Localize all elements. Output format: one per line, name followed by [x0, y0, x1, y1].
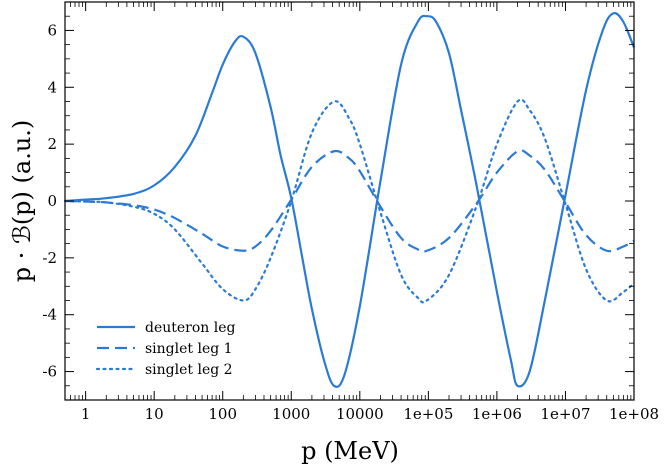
x-tick-label: 1e+08 — [609, 405, 659, 423]
x-axis-label: p (MeV) — [301, 437, 399, 465]
y-tick-label: -2 — [42, 249, 57, 267]
legend-label-1: deuteron leg — [145, 320, 236, 336]
x-tick-label: 1e+05 — [403, 405, 453, 423]
tick-labels: 1 10 100 1000 10000 1e+05 1e+06 1e+07 1e+08 6 4 2 0 -… — [42, 21, 659, 423]
x-tick-label: 10 — [145, 405, 164, 423]
series-line-1 — [64, 12, 636, 388]
y-tick-label: 4 — [47, 78, 57, 96]
y-axis-label: p · ℬ(p) (a.u.) — [8, 120, 36, 283]
x-tick-label: 1 — [81, 405, 91, 423]
y-tick-label: -4 — [42, 306, 57, 324]
legend-label-3: singlet leg 2 — [145, 362, 233, 378]
x-tick-label: 1e+06 — [472, 405, 522, 423]
x-tick-label: 100 — [208, 405, 237, 423]
x-tick-label: 10000 — [336, 405, 384, 423]
x-tick-label: 1000 — [272, 405, 310, 423]
y-tick-label: 2 — [47, 135, 57, 153]
plot-lines — [63, 12, 636, 388]
series-line-2 — [64, 149, 635, 253]
legend-label-2: singlet leg 1 — [145, 341, 233, 357]
y-tick-label: -6 — [42, 363, 57, 381]
axis-ticks — [64, 1, 635, 401]
series-line-3 — [63, 98, 636, 304]
y-tick-label: 0 — [47, 192, 57, 210]
legend: deuteron leg singlet leg 1 singlet leg 2 — [95, 320, 236, 378]
x-tick-label: 1e+07 — [540, 405, 590, 423]
y-tick-label: 6 — [47, 21, 57, 39]
